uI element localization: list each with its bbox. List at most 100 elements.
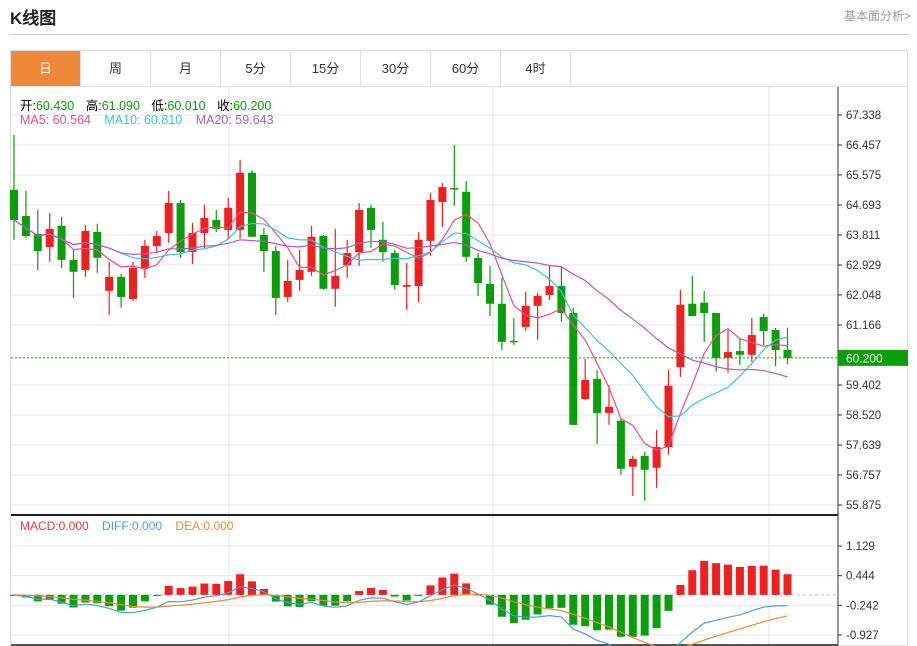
candle-down [700,302,709,313]
candle-down [688,303,697,317]
macd-bar [343,594,352,602]
candle-up [283,280,292,297]
tab-4hour[interactable]: 4时 [501,51,571,86]
candle-up [164,203,173,233]
candle-up [521,305,530,327]
macd-bar [176,588,185,595]
candle-down [735,351,744,355]
ohlc-info: 开:60.430 高:61.090 低:60.010 收:60.200 [20,95,271,114]
tab-60min[interactable]: 60分 [431,51,501,86]
macd-bar [783,574,792,595]
ma5-value: MA5: 60.564 [20,113,91,127]
tab-day[interactable]: 日 [11,51,81,86]
diff-line [13,584,788,646]
macd-bar [212,583,221,595]
fundamental-analysis-link[interactable]: 基本面分析> [843,9,911,23]
candle-down [33,234,42,252]
open-value: 60.430 [35,99,75,113]
macd-bar [152,594,161,596]
macd-bar [688,570,697,595]
price-tick-label: 55.875 [846,500,881,512]
candle-up [81,230,90,271]
diff-value: DIFF:0.000 [102,519,163,533]
candle-down [462,191,471,257]
ma20-value: MA20: 59.643 [195,113,274,127]
candle-up [295,270,304,280]
candle-up [652,446,661,468]
macd-tick-label: 0.444 [846,571,875,583]
high-label: 高: [85,99,102,113]
candle-up [402,285,411,287]
macd-bar [105,594,114,607]
candle-down [57,225,66,260]
candle-down [616,420,625,469]
macd-bar [140,594,149,602]
candle-up [605,406,613,413]
price-tick-label: 65.575 [846,170,881,182]
macd-bar [45,594,54,600]
macd-bar [771,569,780,595]
macd-bar [93,594,102,604]
tab-30min[interactable]: 30分 [361,51,431,86]
candle-down [509,340,518,343]
ma10-value: MA10: 60.810 [104,113,183,127]
macd-bar [355,591,364,595]
macd-bar [367,587,375,595]
price-tick-label: 67.338 [846,110,881,122]
candle-up [188,232,197,253]
last-price-label: 60.200 [846,351,883,365]
macd-bar [735,566,744,595]
price-tick-label: 59.402 [846,380,881,392]
ma10-line [13,219,788,418]
candle-up [414,239,423,287]
tab-week[interactable]: 周 [81,51,151,86]
tab-month[interactable]: 月 [151,51,221,86]
macd-tick-label: 1.129 [846,541,875,553]
open-label: 开: [20,99,36,113]
ma-info: MA5: 60.564 MA10: 60.810 MA20: 59.643 [20,113,274,127]
macd-bar [378,589,387,595]
price-tick-label: 58.520 [846,410,881,422]
candle-up [152,236,161,246]
price-tick-label: 56.757 [846,470,881,482]
macd-value: MACD:0.000 [20,519,89,533]
candle-down [176,203,185,253]
macd-bar [652,594,661,629]
candle-down [319,236,328,289]
candle-up [105,276,114,291]
tab-15min[interactable]: 15分 [291,51,361,86]
macd-bar [616,594,625,637]
candle-down [497,303,506,342]
candle-down [640,455,649,470]
macd-bar [188,586,197,595]
macd-bar [117,594,126,611]
macd-bar [69,594,78,608]
tab-5min[interactable]: 5分 [221,51,291,86]
macd-bar [747,565,756,595]
macd-bar [700,560,709,595]
macd-bar [664,594,673,611]
macd-bar [438,577,447,595]
period-tabs: 日 周 月 5分 15分 30分 60分 4时 [10,50,908,86]
macd-bar [581,594,590,627]
candle-down [450,188,459,190]
candle-down [212,220,221,229]
ma5-line [13,211,788,451]
candle-up [200,218,209,233]
candle-down [378,239,387,253]
macd-bar [474,594,483,596]
candle-up [676,304,685,368]
candle-up [724,352,732,358]
price-tick-label: 57.639 [846,440,881,452]
candle-down [21,215,30,237]
candle-down [569,312,578,425]
macd-tick-label: -0.927 [846,630,879,642]
macd-bar [426,585,435,595]
macd-bar [628,594,637,637]
macd-bar [676,585,685,595]
macd-tick-label: -0.242 [846,600,879,612]
macd-bar [509,594,518,624]
candle-up [438,187,447,203]
macd-bar [236,574,245,595]
